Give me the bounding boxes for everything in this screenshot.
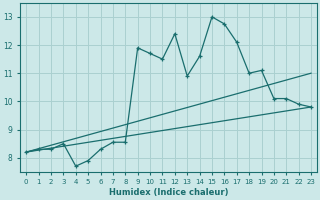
X-axis label: Humidex (Indice chaleur): Humidex (Indice chaleur) xyxy=(109,188,228,197)
